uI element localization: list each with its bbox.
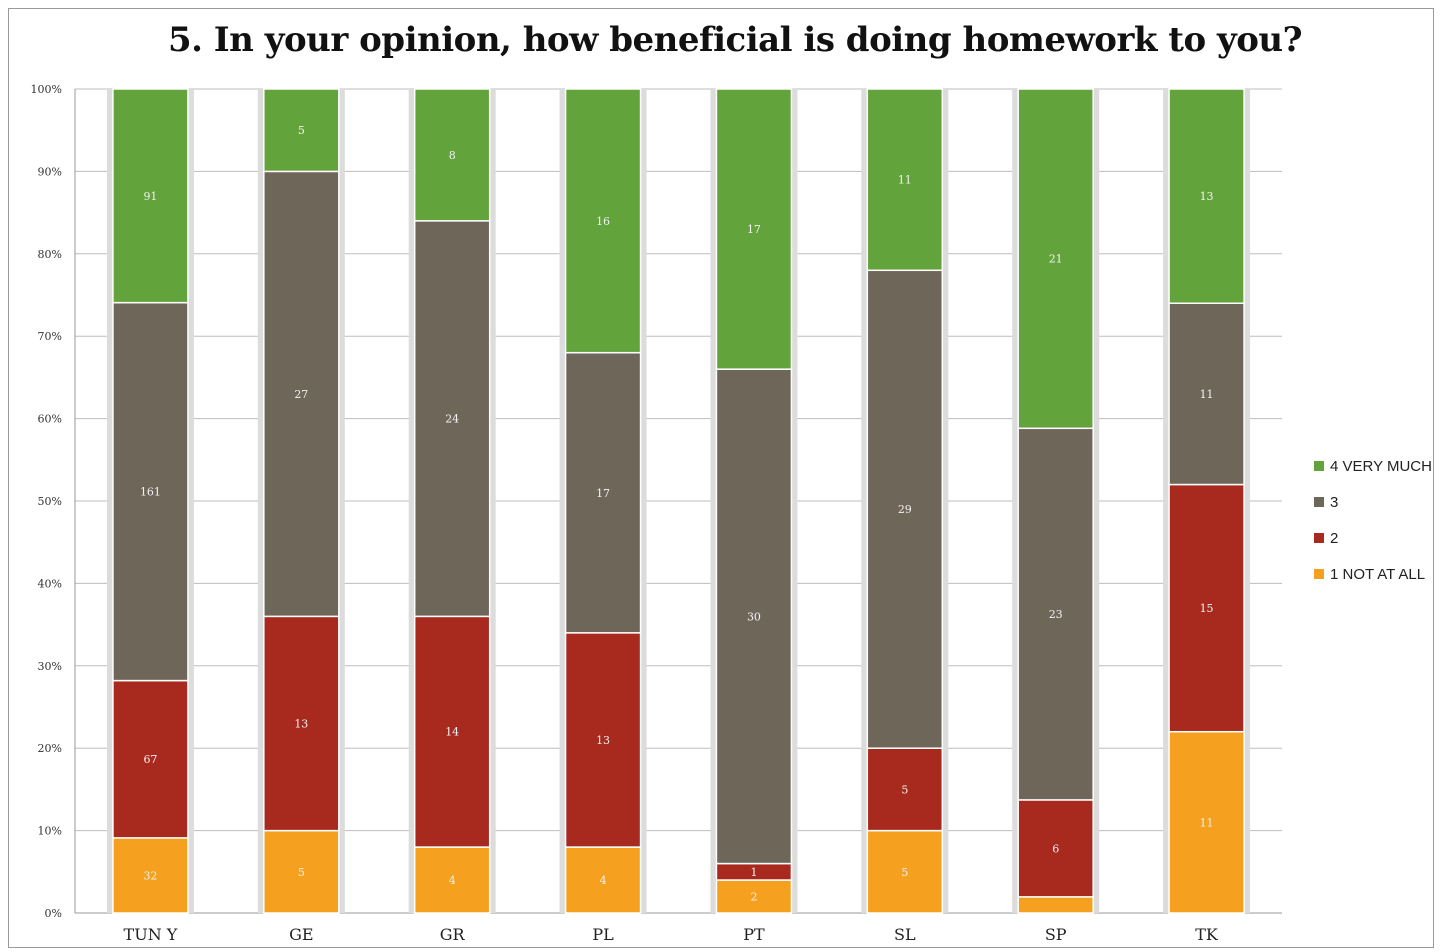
y-tick-label: 30% <box>38 660 62 673</box>
data-label: 16 <box>596 215 610 228</box>
y-tick-label: 40% <box>38 577 62 590</box>
x-tick-label: GE <box>289 925 313 944</box>
data-label: 4 <box>449 874 456 887</box>
data-label: 29 <box>898 503 912 516</box>
bar-segment <box>866 747 944 832</box>
bar-segment <box>715 88 793 370</box>
bar-segment <box>564 351 642 634</box>
data-label: 1 <box>750 866 757 879</box>
legend-item: 3 <box>1314 484 1432 520</box>
bar-segment <box>112 88 189 304</box>
y-tick-label: 10% <box>38 825 62 838</box>
x-tick-label: SP <box>1045 925 1067 944</box>
y-tick-label: 60% <box>38 413 62 426</box>
y-tick-label: 80% <box>38 248 62 261</box>
data-label: 11 <box>1200 388 1214 401</box>
data-label: 5 <box>298 866 305 879</box>
data-label: 5 <box>298 124 305 137</box>
y-tick-label: 0% <box>45 907 62 920</box>
chart-title: 5. In your opinion, how beneficial is do… <box>167 20 1303 60</box>
data-label: 15 <box>1200 602 1214 615</box>
data-label: 13 <box>596 734 610 747</box>
x-tick-label: PL <box>592 925 614 944</box>
bar-segment <box>564 88 642 354</box>
legend-swatch <box>1314 461 1324 471</box>
data-label: 24 <box>445 413 459 426</box>
data-label: 13 <box>1200 190 1214 203</box>
data-label: 32 <box>143 869 157 882</box>
x-tick-label: TUN Y <box>124 925 178 944</box>
data-label: 14 <box>445 726 459 739</box>
data-label: 5 <box>901 866 908 879</box>
data-label: 67 <box>143 753 157 766</box>
y-tick-label: 100% <box>31 83 62 96</box>
data-label: 91 <box>143 190 157 203</box>
legend-label: 1 NOT AT ALL <box>1330 565 1426 583</box>
x-tick-label: PT <box>743 925 765 944</box>
data-label: 11 <box>898 174 912 187</box>
x-tick-label: SL <box>894 925 916 944</box>
bar-segment <box>564 632 642 848</box>
bar-segment <box>564 846 642 914</box>
bar-segment <box>1168 730 1245 914</box>
chart-legend: 4 VERY MUCH 3 2 1 NOT AT ALL <box>1314 448 1432 592</box>
bar-segment <box>1017 427 1094 801</box>
data-label: 4 <box>600 874 607 887</box>
bar-segment <box>1017 88 1094 430</box>
bar-segment <box>413 615 491 848</box>
legend-label: 3 <box>1330 493 1339 511</box>
legend-swatch <box>1314 569 1324 579</box>
bar-segment <box>413 220 491 618</box>
data-label: 30 <box>747 610 761 623</box>
bar-segment <box>413 846 491 914</box>
bar-segment <box>866 829 944 914</box>
bar-segment <box>112 837 189 914</box>
bar-segment <box>112 679 189 839</box>
data-label: 6 <box>1052 842 1059 855</box>
bar-segment <box>715 368 793 865</box>
bar-segment <box>1168 483 1245 733</box>
y-tick-label: 90% <box>38 165 62 178</box>
x-tick-label: TK <box>1195 925 1219 944</box>
data-label: 5 <box>901 783 908 796</box>
data-label: 2 <box>750 891 757 904</box>
data-label: 13 <box>294 717 308 730</box>
data-label: 8 <box>449 149 456 162</box>
data-label: 161 <box>140 486 161 499</box>
legend-item: 2 <box>1314 520 1432 556</box>
x-tick-label: GR <box>440 925 466 944</box>
bar-segment <box>413 88 491 222</box>
bar-segment <box>1168 88 1245 304</box>
data-label: 17 <box>747 223 761 236</box>
bar-segment <box>1168 302 1245 486</box>
bar-segment <box>263 615 340 832</box>
legend-label: 4 VERY MUCH <box>1330 457 1432 475</box>
data-label: 27 <box>294 388 308 401</box>
bar-segment <box>112 301 189 682</box>
data-label: 21 <box>1049 253 1063 266</box>
y-tick-label: 20% <box>38 742 62 755</box>
y-tick-label: 70% <box>38 330 62 343</box>
legend-label: 2 <box>1330 529 1339 547</box>
bar-segment <box>1017 896 1094 914</box>
data-label: 23 <box>1049 608 1063 621</box>
bar-segment <box>866 269 944 749</box>
y-tick-label: 50% <box>38 495 62 508</box>
legend-item: 1 NOT AT ALL <box>1314 556 1432 592</box>
data-label: 11 <box>1200 816 1214 829</box>
bar-segment <box>866 88 944 272</box>
legend-swatch <box>1314 533 1324 543</box>
bar-segment <box>263 829 340 914</box>
bar-segment <box>263 88 340 173</box>
legend-item: 4 VERY MUCH <box>1314 448 1432 484</box>
legend-swatch <box>1314 497 1324 507</box>
data-label: 17 <box>596 487 610 500</box>
